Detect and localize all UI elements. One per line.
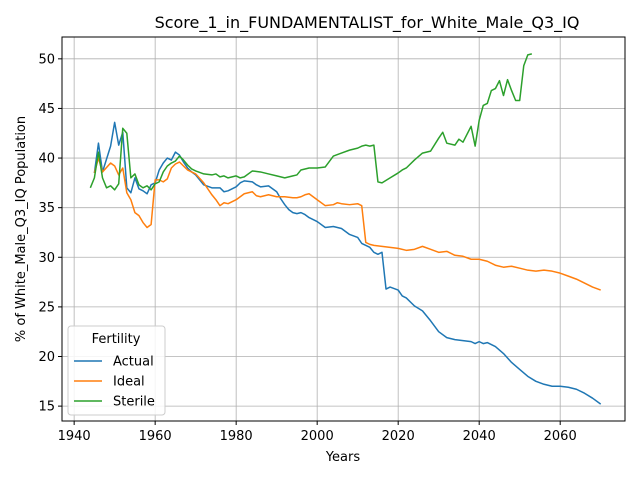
legend-box — [67, 325, 166, 416]
y-tick-label: 20 — [38, 350, 55, 365]
y-tick-label: 40 — [38, 152, 55, 167]
y-tick-label: 25 — [38, 300, 55, 315]
legend-label-actual: Actual — [113, 355, 154, 370]
x-axis-label: Years — [325, 450, 361, 465]
series-line-ideal — [93, 157, 601, 291]
series-lines — [89, 53, 602, 405]
axis-ticks: 1940 1960 1980 2000 2020 2040 2060 15 20 25 30 35 40… — [38, 52, 576, 444]
series-line-sterile — [89, 53, 533, 191]
legend-label-ideal: Ideal — [113, 375, 145, 390]
x-tick-label: 2060 — [544, 429, 577, 444]
x-tick-label: 1960 — [139, 429, 172, 444]
y-axis-label: % of White_Male_Q3_IQ Population — [14, 116, 29, 342]
y-tick-label: 45 — [38, 102, 55, 117]
y-tick-label: 35 — [38, 201, 55, 216]
series-line-actual — [93, 121, 602, 405]
x-tick-label: 2040 — [463, 429, 496, 444]
legend-title: Fertility — [92, 332, 141, 347]
x-tick-label: 2000 — [301, 429, 334, 444]
x-tick-label: 2020 — [382, 429, 415, 444]
y-tick-label: 15 — [38, 400, 55, 415]
x-tick-label: 1980 — [220, 429, 253, 444]
plot-frame — [61, 36, 626, 422]
legend-label-sterile: Sterile — [113, 395, 155, 410]
x-tick-label: 1940 — [58, 429, 91, 444]
legend: Fertility Actual Ideal Sterile — [67, 325, 166, 416]
y-tick-label: 50 — [38, 52, 55, 67]
chart-title: Score_1_in_FUNDAMENTALIST_for_White_Male… — [155, 13, 580, 33]
y-tick-label: 30 — [38, 251, 55, 266]
